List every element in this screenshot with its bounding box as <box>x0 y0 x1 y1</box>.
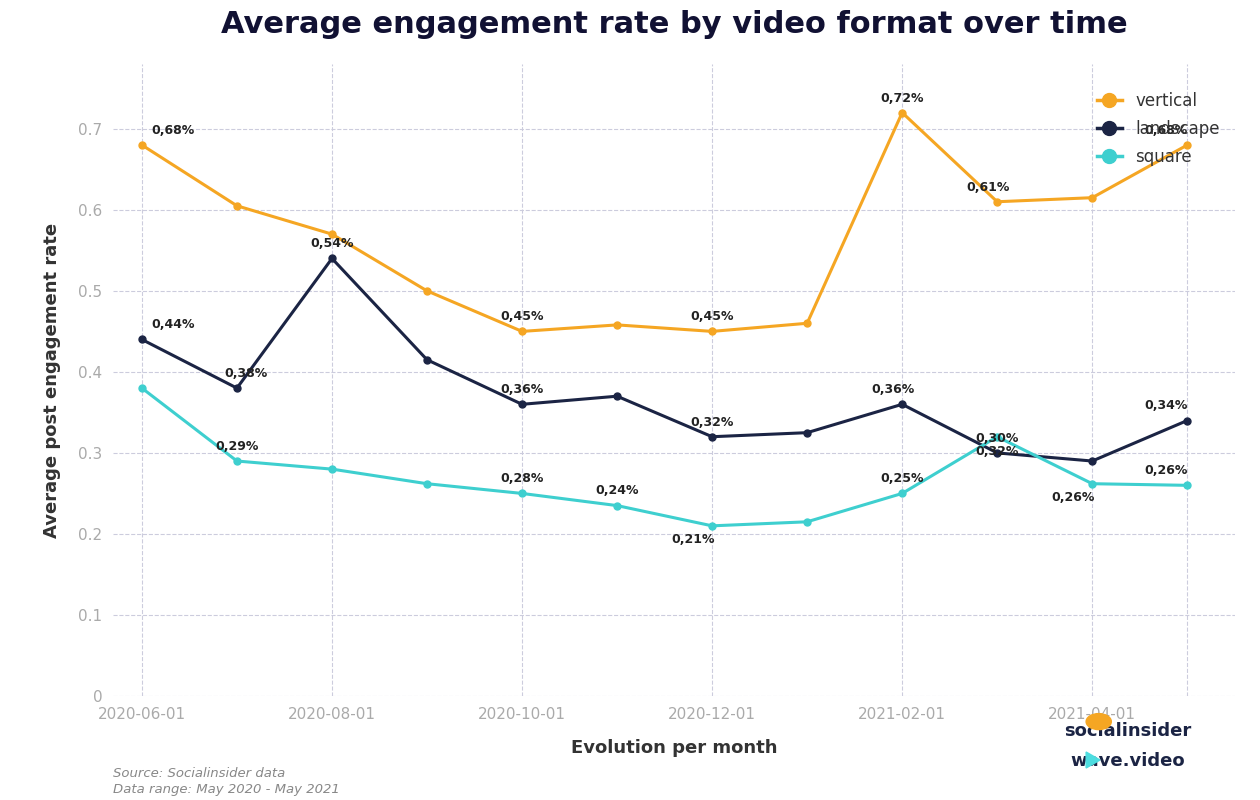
Text: 0,32%: 0,32% <box>975 445 1019 458</box>
Text: 0,25%: 0,25% <box>881 472 924 486</box>
Text: Source: Socialinsider data: Source: Socialinsider data <box>113 767 286 780</box>
Text: 0,24%: 0,24% <box>595 485 639 498</box>
Title: Average engagement rate by video format over time: Average engagement rate by video format … <box>220 10 1128 39</box>
Text: 0,72%: 0,72% <box>881 91 924 105</box>
Text: 0,45%: 0,45% <box>690 310 733 323</box>
Text: 0,32%: 0,32% <box>690 416 733 429</box>
Text: 0,29%: 0,29% <box>215 440 258 453</box>
Text: 0,68%: 0,68% <box>151 124 194 137</box>
Text: 0,36%: 0,36% <box>500 383 543 396</box>
Text: socialinsider: socialinsider <box>1065 722 1191 740</box>
Text: 0,36%: 0,36% <box>871 383 915 396</box>
Text: 0,45%: 0,45% <box>500 310 544 323</box>
Text: 0,21%: 0,21% <box>672 533 714 546</box>
X-axis label: Evolution per month: Evolution per month <box>571 738 777 757</box>
Text: wave.video: wave.video <box>1071 752 1184 770</box>
Text: 0,68%: 0,68% <box>1144 124 1187 137</box>
Legend: vertical, landscape, square: vertical, landscape, square <box>1090 85 1226 172</box>
Text: 0,26%: 0,26% <box>1144 464 1187 478</box>
Text: Data range: May 2020 - May 2021: Data range: May 2020 - May 2021 <box>113 783 340 796</box>
Text: 0,38%: 0,38% <box>224 367 268 380</box>
Text: 0,61%: 0,61% <box>966 181 1009 194</box>
Text: 0,30%: 0,30% <box>975 432 1019 445</box>
Text: 0,26%: 0,26% <box>1052 491 1095 504</box>
Y-axis label: Average post engagement rate: Average post engagement rate <box>43 222 62 538</box>
Text: 0,44%: 0,44% <box>151 318 195 331</box>
Text: 0,34%: 0,34% <box>1144 399 1187 413</box>
Text: 0,28%: 0,28% <box>500 472 544 486</box>
Text: 0,54%: 0,54% <box>310 238 354 250</box>
